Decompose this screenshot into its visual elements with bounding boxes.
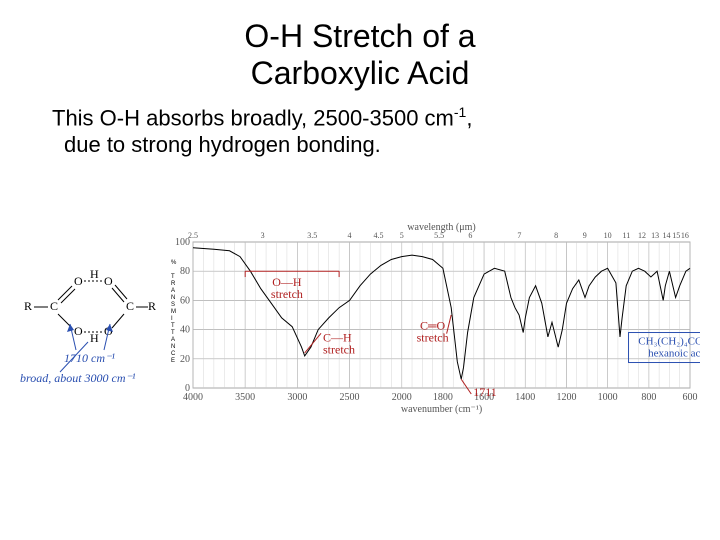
svg-text:4: 4 xyxy=(348,231,352,240)
subtitle-sup: -1 xyxy=(454,104,466,120)
svg-text:1200: 1200 xyxy=(556,392,576,403)
svg-text:A: A xyxy=(171,337,175,343)
svg-text:CH₃(CH₂)₄COOH: CH₃(CH₂)₄COOH xyxy=(638,336,700,348)
svg-text:4.5: 4.5 xyxy=(374,231,384,240)
svg-text:600: 600 xyxy=(683,392,698,403)
svg-text:60: 60 xyxy=(180,295,190,306)
svg-text:I: I xyxy=(171,316,173,322)
title-line2: Carboxylic Acid xyxy=(251,55,470,91)
title-line1: O-H Stretch of a xyxy=(244,18,475,54)
svg-text:O: O xyxy=(74,274,83,288)
svg-text:80: 80 xyxy=(180,266,190,277)
svg-text:1400: 1400 xyxy=(515,392,535,403)
svg-text:3500: 3500 xyxy=(235,392,255,403)
svg-text:R: R xyxy=(148,299,156,313)
svg-text:stretch: stretch xyxy=(271,287,303,301)
svg-text:T: T xyxy=(171,330,175,336)
svg-text:E: E xyxy=(171,358,175,364)
svg-text:%: % xyxy=(171,260,177,266)
svg-text:H: H xyxy=(90,267,99,281)
svg-text:5: 5 xyxy=(400,231,404,240)
svg-text:20: 20 xyxy=(180,354,190,365)
figure-area: R C O H O C R O H O 1710 cm⁻¹ broad, abo… xyxy=(20,220,700,430)
svg-text:14: 14 xyxy=(662,231,670,240)
svg-text:11: 11 xyxy=(623,231,631,240)
svg-text:O: O xyxy=(104,274,113,288)
svg-text:wavelength (μm): wavelength (μm) xyxy=(407,222,475,233)
svg-text:C: C xyxy=(126,299,134,313)
subtitle-post: , xyxy=(466,105,472,130)
svg-text:10: 10 xyxy=(604,231,612,240)
svg-text:2000: 2000 xyxy=(392,392,412,403)
svg-text:4000: 4000 xyxy=(183,392,203,403)
svg-text:A: A xyxy=(171,288,175,294)
svg-text:C: C xyxy=(50,299,58,313)
svg-text:R: R xyxy=(171,281,176,287)
molecule-diagram: R C O H O C R O H O 1710 cm⁻¹ broad, abo… xyxy=(20,250,160,430)
svg-text:T: T xyxy=(171,274,175,280)
svg-text:stretch: stretch xyxy=(323,342,355,356)
svg-text:T: T xyxy=(171,323,175,329)
svg-text:N: N xyxy=(171,295,176,301)
ir-spectrum: 0204060801004000350030002500200018001600… xyxy=(165,220,700,420)
svg-text:2.5: 2.5 xyxy=(188,231,198,240)
svg-text:C: C xyxy=(171,351,176,357)
svg-text:1000: 1000 xyxy=(598,392,618,403)
svg-text:800: 800 xyxy=(641,392,656,403)
slide-title: O-H Stretch of a Carboxylic Acid xyxy=(0,0,720,92)
molecule-peak-label: 1710 cm⁻¹ xyxy=(64,351,115,365)
svg-text:wavenumber (cm⁻¹): wavenumber (cm⁻¹) xyxy=(401,404,482,415)
svg-text:7: 7 xyxy=(517,231,521,240)
svg-text:15: 15 xyxy=(672,231,680,240)
molecule-broad-label: broad, about 3000 cm⁻¹ xyxy=(20,371,136,385)
svg-text:H: H xyxy=(90,331,99,345)
svg-text:40: 40 xyxy=(180,325,190,336)
svg-text:stretch: stretch xyxy=(417,331,449,345)
svg-text:3000: 3000 xyxy=(287,392,307,403)
slide-subtitle: This O-H absorbs broadly, 2500-3500 cm-1… xyxy=(0,92,720,163)
svg-text:13: 13 xyxy=(651,231,659,240)
subtitle-pre: This O-H absorbs broadly, 2500-3500 cm xyxy=(52,105,454,130)
svg-text:2500: 2500 xyxy=(340,392,360,403)
svg-text:3.5: 3.5 xyxy=(307,231,317,240)
svg-text:N: N xyxy=(171,344,176,350)
svg-text:8: 8 xyxy=(554,231,558,240)
subtitle-line2: due to strong hydrogen bonding. xyxy=(52,132,381,157)
svg-text:R: R xyxy=(24,299,32,313)
svg-text:3: 3 xyxy=(261,231,265,240)
svg-text:1711: 1711 xyxy=(473,385,497,399)
svg-text:M: M xyxy=(171,309,176,315)
svg-text:12: 12 xyxy=(638,231,646,240)
svg-text:S: S xyxy=(171,302,175,308)
svg-text:hexanoic acid: hexanoic acid xyxy=(648,348,700,360)
svg-text:O: O xyxy=(74,324,83,338)
svg-text:9: 9 xyxy=(583,231,587,240)
svg-text:1800: 1800 xyxy=(433,392,453,403)
svg-text:16: 16 xyxy=(681,231,689,240)
